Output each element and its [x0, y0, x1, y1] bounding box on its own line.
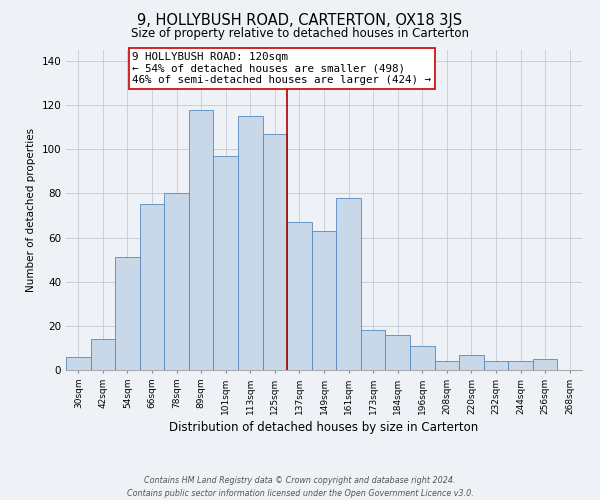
- Bar: [287, 222, 312, 370]
- Bar: [263, 134, 287, 370]
- Bar: [115, 258, 140, 370]
- Y-axis label: Number of detached properties: Number of detached properties: [26, 128, 36, 292]
- Bar: [66, 357, 91, 370]
- Bar: [164, 194, 189, 370]
- Bar: [533, 359, 557, 370]
- Bar: [410, 346, 434, 370]
- Bar: [336, 198, 361, 370]
- Text: Contains HM Land Registry data © Crown copyright and database right 2024.
Contai: Contains HM Land Registry data © Crown c…: [127, 476, 473, 498]
- Bar: [312, 231, 336, 370]
- Bar: [91, 339, 115, 370]
- Bar: [434, 361, 459, 370]
- Bar: [238, 116, 263, 370]
- Text: 9 HOLLYBUSH ROAD: 120sqm
← 54% of detached houses are smaller (498)
46% of semi-: 9 HOLLYBUSH ROAD: 120sqm ← 54% of detach…: [133, 52, 431, 86]
- Bar: [484, 361, 508, 370]
- Bar: [361, 330, 385, 370]
- Text: 9, HOLLYBUSH ROAD, CARTERTON, OX18 3JS: 9, HOLLYBUSH ROAD, CARTERTON, OX18 3JS: [137, 12, 463, 28]
- Bar: [140, 204, 164, 370]
- Bar: [459, 354, 484, 370]
- Bar: [214, 156, 238, 370]
- Text: Size of property relative to detached houses in Carterton: Size of property relative to detached ho…: [131, 28, 469, 40]
- X-axis label: Distribution of detached houses by size in Carterton: Distribution of detached houses by size …: [169, 421, 479, 434]
- Bar: [189, 110, 214, 370]
- Bar: [385, 334, 410, 370]
- Bar: [508, 361, 533, 370]
